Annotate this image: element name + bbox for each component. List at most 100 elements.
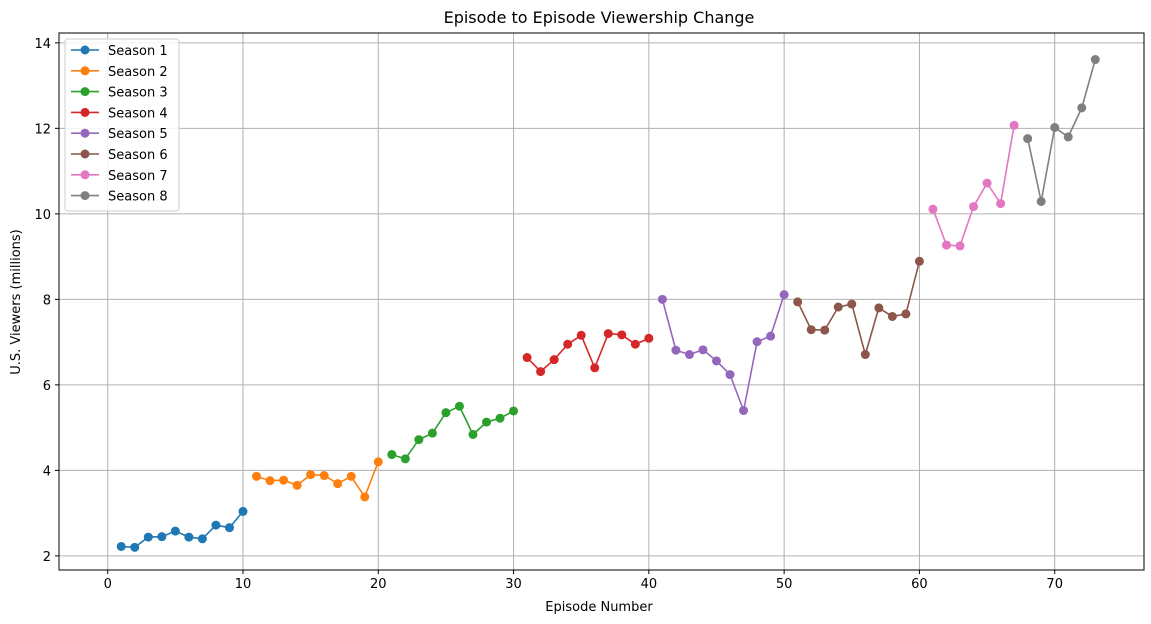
data-point-season-6 [820, 325, 830, 335]
data-point-season-3 [482, 417, 492, 427]
data-point-season-6 [793, 297, 803, 307]
x-axis-ticks: 0 10 20 30 40 50 60 70 [104, 570, 1063, 592]
legend-label: Season 6 [108, 148, 168, 163]
data-point-season-4 [603, 329, 613, 339]
data-point-season-7 [941, 240, 951, 250]
legend-label: Season 7 [108, 169, 168, 184]
legend-label: Season 3 [108, 86, 168, 101]
data-point-season-5 [752, 337, 762, 347]
y-tick-label: 6 [43, 379, 51, 394]
data-point-season-6 [874, 303, 884, 313]
data-point-season-1 [224, 523, 234, 533]
series-line-season-3 [391, 405, 514, 460]
data-point-season-3 [468, 429, 478, 439]
y-tick-label: 4 [43, 464, 51, 479]
series-line-season-8 [1026, 59, 1097, 202]
data-point-season-5 [671, 345, 681, 355]
y-tick-label: 14 [34, 37, 51, 52]
y-tick-label: 8 [43, 293, 51, 308]
data-point-season-2 [346, 471, 356, 481]
data-point-season-6 [833, 302, 843, 312]
x-tick-label: 10 [235, 577, 252, 592]
data-point-season-3 [495, 413, 505, 423]
data-point-season-1 [170, 526, 180, 536]
series-line-season-1 [121, 510, 244, 549]
legend-label: Season 2 [108, 65, 168, 80]
x-tick-label: 20 [370, 577, 387, 592]
x-tick-label: 30 [505, 577, 522, 592]
data-point-season-4 [563, 339, 573, 349]
data-point-season-5 [698, 345, 708, 355]
legend-marker [80, 87, 90, 97]
legend-label: Season 1 [108, 44, 168, 59]
x-axis-label: Episode Number [545, 600, 653, 615]
data-point-season-1 [157, 532, 167, 542]
data-point-season-7 [955, 241, 965, 251]
data-point-season-5 [684, 350, 694, 360]
legend-label: Season 5 [108, 127, 168, 142]
y-axis-label: U.S. Viewers (millions) [9, 229, 24, 374]
data-point-season-4 [536, 367, 546, 377]
x-tick-label: 50 [776, 577, 793, 592]
chart-title: Episode to Episode Viewership Change [444, 8, 755, 27]
data-point-season-3 [509, 406, 519, 416]
data-point-season-1 [184, 532, 194, 542]
data-point-season-7 [969, 202, 979, 212]
data-point-season-3 [427, 428, 437, 438]
series-lines [121, 59, 1097, 549]
grid-lines [59, 33, 1144, 570]
series-line-season-5 [661, 294, 785, 414]
y-tick-label: 10 [34, 208, 51, 223]
data-point-season-2 [306, 470, 316, 480]
data-point-season-5 [766, 331, 776, 341]
data-point-season-4 [617, 330, 627, 340]
y-axis-ticks: 2 4 6 8 10 12 14 [34, 37, 59, 565]
data-point-season-6 [887, 311, 897, 321]
plot-area-frame [58, 32, 1145, 571]
data-point-season-2 [319, 471, 329, 481]
legend-label: Season 4 [108, 106, 168, 121]
data-point-season-1 [130, 542, 140, 552]
legend-label: Season 8 [108, 190, 168, 205]
data-point-season-2 [279, 475, 289, 485]
data-point-season-6 [860, 350, 870, 360]
series-line-season-4 [526, 332, 650, 373]
data-point-season-1 [238, 506, 248, 516]
data-point-season-5 [779, 290, 789, 300]
legend-marker [80, 107, 90, 117]
data-point-season-2 [333, 479, 343, 489]
data-point-season-8 [1036, 196, 1046, 206]
data-point-season-2 [252, 471, 262, 481]
y-tick-label: 2 [43, 550, 51, 565]
legend-marker [80, 45, 90, 55]
legend-marker [80, 191, 90, 201]
data-point-season-5 [711, 356, 721, 366]
data-point-season-1 [143, 532, 153, 542]
legend-marker [80, 170, 90, 180]
data-point-season-4 [590, 363, 600, 373]
data-point-season-3 [387, 450, 397, 460]
x-tick-label: 70 [1046, 577, 1063, 592]
data-point-season-2 [373, 457, 383, 467]
data-point-season-8 [1063, 132, 1073, 142]
legend-marker [80, 149, 90, 159]
data-point-season-4 [630, 339, 640, 349]
series-points [116, 55, 1100, 552]
x-tick-label: 40 [641, 577, 658, 592]
data-point-season-8 [1023, 134, 1033, 144]
data-point-season-4 [576, 330, 586, 340]
data-point-season-5 [725, 370, 735, 380]
series-line-season-7 [932, 125, 1015, 247]
x-tick-label: 0 [104, 577, 112, 592]
data-point-season-6 [914, 256, 924, 266]
data-point-season-8 [1090, 55, 1100, 65]
data-point-season-6 [901, 309, 911, 319]
x-tick-label: 60 [911, 577, 928, 592]
data-point-season-6 [847, 299, 857, 309]
data-point-season-8 [1077, 103, 1087, 113]
series-line-season-6 [796, 261, 921, 358]
data-point-season-4 [522, 353, 532, 363]
legend-box [64, 38, 180, 212]
data-point-season-7 [928, 204, 938, 214]
